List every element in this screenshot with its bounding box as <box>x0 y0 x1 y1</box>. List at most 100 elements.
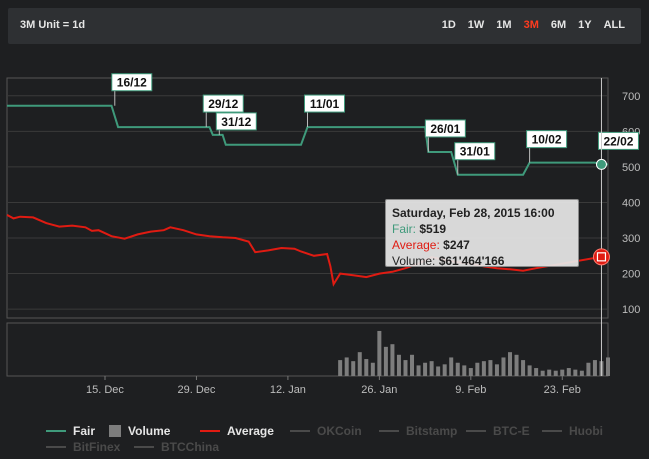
y-tick-label: 100 <box>622 304 640 316</box>
flag-label: 31/12 <box>221 115 251 129</box>
legend-label: Bitstamp <box>406 424 458 438</box>
fair-hover-marker <box>595 158 607 170</box>
volume-bar <box>573 369 578 376</box>
volume-bar <box>521 360 526 376</box>
range-button-all[interactable]: ALL <box>603 19 625 31</box>
y-tick-label: 300 <box>622 233 640 245</box>
tooltip-volume-value: $61'464'166 <box>438 254 505 268</box>
volume-bar <box>377 330 382 376</box>
legend-swatch <box>109 425 121 437</box>
toolbar: 3M Unit = 1d 1D 1W 1M 3M 6M 1Y ALL <box>8 8 641 44</box>
legend-item-huobi[interactable]: Huobi <box>542 424 603 438</box>
x-tick-label: 15. Dec <box>86 384 124 396</box>
legend-swatch <box>134 446 154 448</box>
tooltip-title: Saturday, Feb 28, 2015 16:00 <box>392 206 555 220</box>
flag-box <box>526 130 568 149</box>
flag-box <box>202 94 244 113</box>
volume-bar <box>560 369 565 376</box>
legend-item-bitstamp[interactable]: Bitstamp <box>379 424 457 438</box>
legend-item-btc-e[interactable]: BTC-E <box>466 424 530 438</box>
volume-bar <box>534 368 539 376</box>
range-button-3m[interactable]: 3M <box>523 19 539 31</box>
legend-item-average[interactable]: Average <box>200 424 274 438</box>
flag-label: 31/01 <box>460 145 490 159</box>
volume-bar <box>344 357 349 376</box>
legend-item-btcchina[interactable]: BTCChina <box>134 440 219 454</box>
volume-bar <box>606 357 610 376</box>
volume-bar <box>468 368 473 376</box>
legend-item-bitfinex[interactable]: BitFinex <box>46 440 120 454</box>
y-tick-label: 700 <box>622 91 640 103</box>
legend-label: BTCChina <box>161 440 219 454</box>
average-hover-marker <box>592 248 610 266</box>
legend-label: OKCoin <box>317 424 362 438</box>
legend-label: Fair <box>73 424 96 438</box>
volume-bar <box>370 362 375 376</box>
flag-label: 16/12 <box>117 76 147 90</box>
flag-box <box>304 94 345 113</box>
volume-bar <box>429 361 434 376</box>
volume-bar <box>436 366 441 376</box>
volume-bar <box>462 365 467 376</box>
volume-bar <box>364 359 369 376</box>
x-tick-label: 9. Feb <box>455 384 486 396</box>
tooltip-fair-label: Fair: <box>392 222 416 236</box>
x-tick-label: 26. Jan <box>361 384 397 396</box>
legend-label: BTC-E <box>493 424 530 438</box>
volume-bar <box>357 352 362 376</box>
flag-label: 26/01 <box>430 122 460 136</box>
flag-label: 11/01 <box>310 97 340 111</box>
volume-bar <box>396 354 401 376</box>
range-button-1y[interactable]: 1Y <box>578 19 592 31</box>
flag-label: 22/02 <box>603 134 633 148</box>
flag-box <box>454 142 496 161</box>
y-tick-label: 200 <box>622 269 640 281</box>
volume-bar <box>592 360 597 376</box>
y-tick-label: 400 <box>622 197 640 209</box>
flag-box <box>424 119 466 138</box>
volume-bar <box>403 360 408 376</box>
range-button-1m[interactable]: 1M <box>496 19 512 31</box>
volume-bar <box>338 360 343 376</box>
fair-line <box>7 104 608 176</box>
legend-item-volume[interactable]: Volume <box>109 424 170 438</box>
volume-bar <box>508 352 513 376</box>
legend-swatch <box>46 430 66 432</box>
legend-item-okcoin[interactable]: OKCoin <box>290 424 362 438</box>
legend-label: Volume <box>128 424 171 438</box>
legend-swatch <box>46 446 66 448</box>
y-tick-label: 500 <box>622 162 640 174</box>
x-tick-label: 12. Jan <box>270 384 306 396</box>
legend-swatch <box>466 430 486 432</box>
range-button-1d[interactable]: 1D <box>441 19 456 31</box>
volume-bar <box>410 354 415 376</box>
flag-box <box>111 73 153 92</box>
volume-bar <box>351 361 356 376</box>
legend-label: Average <box>227 424 274 438</box>
flag-box <box>597 131 639 150</box>
flag-label: 29/12 <box>208 97 238 111</box>
legend-swatch <box>542 430 562 432</box>
tooltip-average-value: $247 <box>443 238 470 252</box>
volume-bar <box>586 362 591 376</box>
volume-bar <box>566 368 571 376</box>
x-tick-label: 29. Dec <box>177 384 215 396</box>
volume-bar <box>442 364 447 376</box>
volume-bar <box>481 361 486 376</box>
volume-bar <box>449 357 454 376</box>
volume-bar <box>553 370 558 376</box>
volume-bar <box>540 370 545 376</box>
tooltip-average-label: Average: <box>392 238 440 252</box>
chart-tooltip: Saturday, Feb 28, 2015 16:00 Fair: $519 … <box>385 199 579 268</box>
volume-bar <box>514 354 519 376</box>
volume-bar <box>488 360 493 376</box>
legend-swatch <box>290 430 310 432</box>
tooltip-volume-label: Volume: <box>392 254 436 268</box>
range-button-6m[interactable]: 6M <box>550 19 567 31</box>
volume-plot-area <box>6 322 609 377</box>
volume-bar <box>390 344 395 376</box>
range-button-1w[interactable]: 1W <box>467 19 485 31</box>
legend-item-fair[interactable]: Fair <box>46 424 95 438</box>
volume-bar <box>547 369 552 376</box>
volume-bar <box>475 362 480 376</box>
